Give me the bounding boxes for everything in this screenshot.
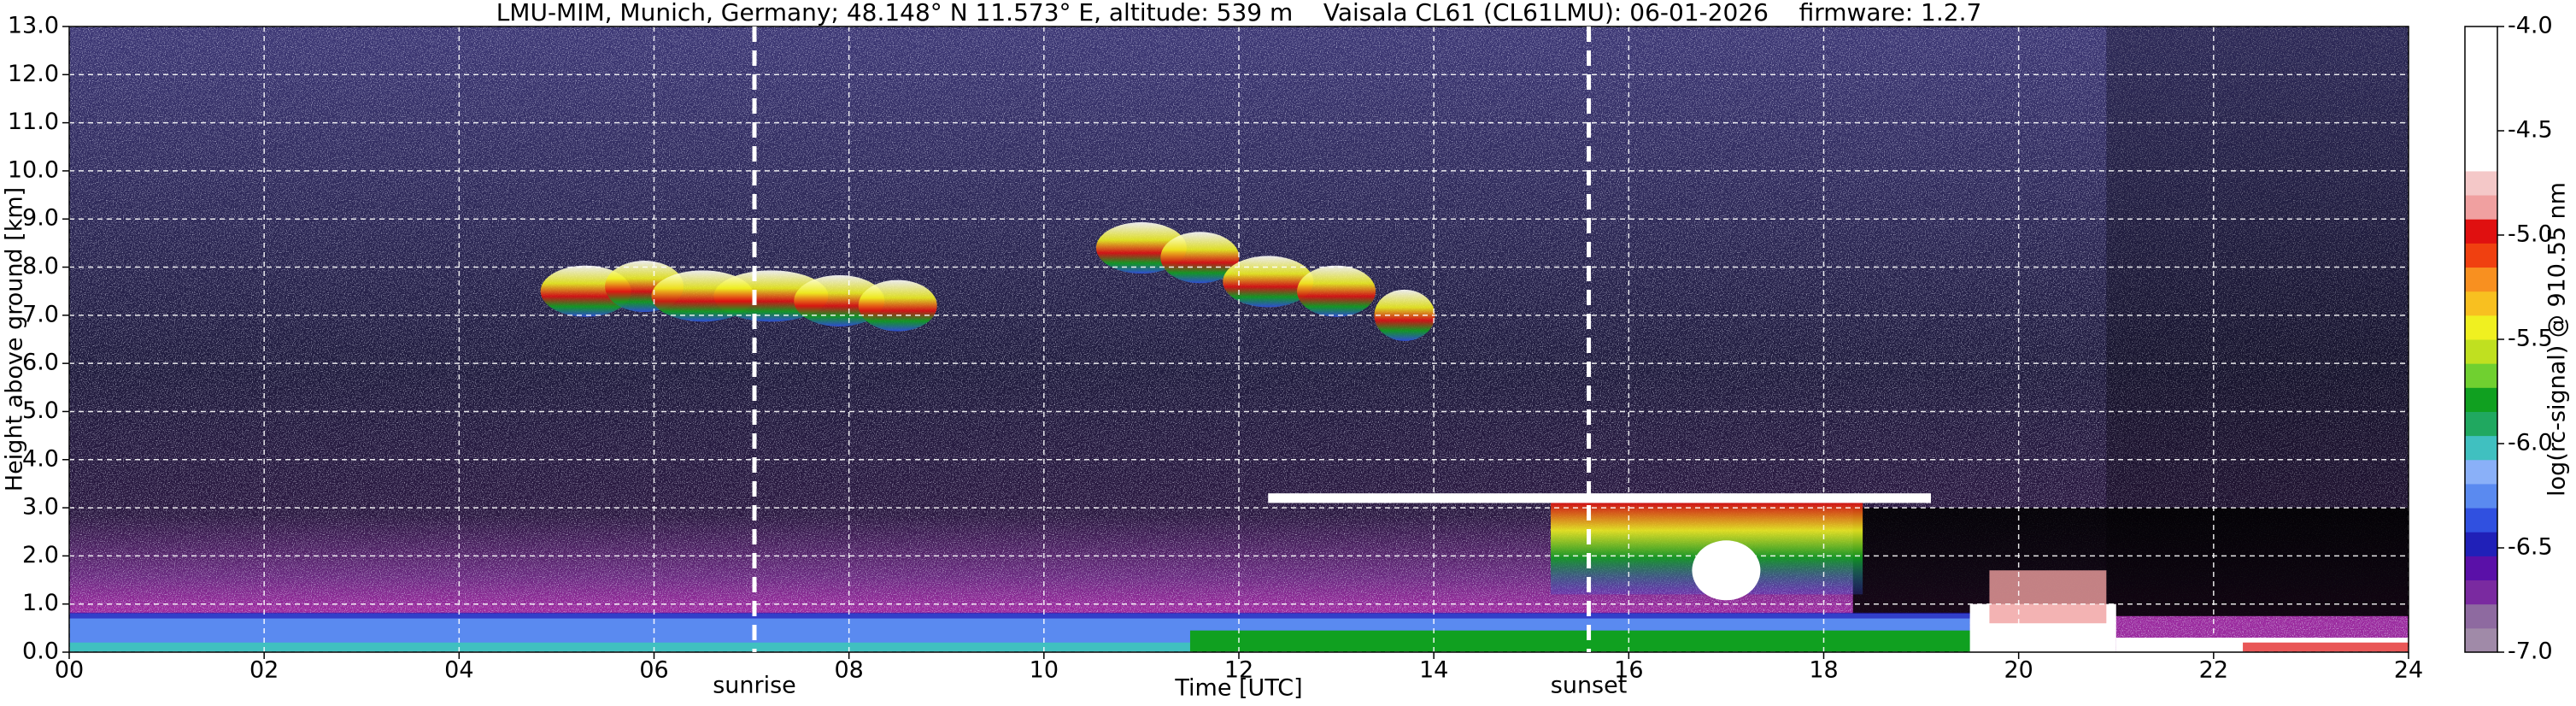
y-tick-label: 5.0: [22, 397, 59, 424]
x-tick-label: 16: [1614, 657, 1643, 684]
x-tick-label: 10: [1030, 657, 1059, 684]
cloud: [858, 279, 937, 332]
x-tick-label: 24: [2394, 657, 2423, 684]
colorbar-segment: [2465, 339, 2497, 364]
colorbar-segment: [2465, 74, 2497, 99]
x-tick-label: 00: [55, 657, 84, 684]
x-tick-label: 22: [2199, 657, 2228, 684]
colorbar-segment: [2465, 459, 2497, 485]
annotation-label: sunset: [1551, 673, 1628, 699]
colorbar-segment: [2465, 26, 2497, 51]
colorbar-segment: [2465, 243, 2497, 268]
y-tick-label: 9.0: [22, 205, 59, 232]
backscatter-field: [69, 26, 2409, 652]
y-tick-label: 4.0: [22, 445, 59, 472]
y-tick-label: 13.0: [8, 13, 59, 39]
cloud-base: [1268, 493, 1931, 503]
colorbar-tick-label: -6.5: [2508, 534, 2553, 561]
colorbar-segment: [2465, 532, 2497, 556]
y-tick-label: 2.0: [22, 542, 59, 568]
x-axis-label: Time [UTC]: [1174, 675, 1302, 702]
colorbar-tick-label: -5.5: [2508, 326, 2553, 352]
colorbar-tick-label: -4.0: [2508, 13, 2553, 39]
plot-frame: [68, 26, 2409, 653]
colorbar-segment: [2465, 315, 2497, 340]
y-tick-label: 11.0: [8, 109, 59, 135]
annotation-label: sunrise: [713, 673, 796, 699]
x-tick-label: 04: [444, 657, 473, 684]
colorbar-segment: [2465, 435, 2497, 461]
colorbar-tick-label: -7.0: [2508, 638, 2553, 665]
x-tick-label: 06: [639, 657, 668, 684]
colorbar-segment: [2465, 170, 2497, 196]
colorbar-segment: [2465, 122, 2497, 148]
x-tick-label: 18: [1809, 657, 1838, 684]
x-tick-label: 14: [1419, 657, 1448, 684]
y-tick-label: 6.0: [22, 350, 59, 376]
x-tick-label: 02: [249, 657, 279, 684]
colorbar-segment: [2465, 627, 2497, 653]
colorbar-label: log(rc-signal) @ 910.55 nm: [2544, 182, 2571, 497]
x-tick-label: 12: [1224, 657, 1253, 684]
y-tick-label: 1.0: [22, 590, 59, 616]
cloud: [1297, 265, 1376, 317]
colorbar-segment: [2465, 556, 2497, 581]
cloud: [1160, 232, 1240, 284]
surface-red: [2243, 642, 2409, 652]
colorbar-segment: [2465, 508, 2497, 532]
x-tick-label: 08: [834, 657, 863, 684]
colorbar-segment: [2465, 411, 2497, 437]
axes: 00 02 04 06 08 10 12 14 16 18 20 22 24 0.0 1.0 2.0 3.0 4.…: [8, 13, 2553, 699]
y-tick-label: 8.0: [22, 253, 59, 279]
colorbar-segment: [2465, 580, 2497, 605]
colorbar-segment: [2465, 267, 2497, 292]
colorbar-tick-label: -6.0: [2508, 430, 2553, 456]
colorbar-segment: [2465, 50, 2497, 75]
y-tick-label: 7.0: [22, 301, 59, 327]
colorbar-segment: [2465, 363, 2497, 388]
colorbar-segment: [2465, 195, 2497, 220]
dark-region: [2106, 26, 2409, 616]
y-tick-label: 3.0: [22, 494, 59, 521]
y-tick-label: 10.0: [8, 156, 59, 183]
dark-region: [1852, 508, 2409, 616]
x-tick-label: 20: [2004, 657, 2033, 684]
fog: [1989, 570, 2107, 624]
rain-core: [1692, 540, 1761, 601]
colorbar-segment: [2465, 98, 2497, 124]
y-tick-label: 0.0: [22, 638, 59, 665]
layer-top: [69, 612, 1970, 619]
colorbar-segment: [2465, 291, 2497, 316]
cloud: [1223, 256, 1314, 308]
colorbar-tick-label: -5.0: [2508, 221, 2553, 248]
colorbar-segment: [2465, 483, 2497, 509]
chart-title: LMU-MIM, Munich, Germany; 48.148° N 11.5…: [496, 0, 1982, 26]
colorbar-tick-label: -4.5: [2508, 117, 2553, 144]
colorbar-segment: [2465, 603, 2497, 629]
colorbar-segment: [2465, 387, 2497, 412]
colorbar-segment: [2465, 219, 2497, 244]
colorbar-segment: [2465, 146, 2497, 172]
surface-layer: [1189, 630, 1999, 652]
y-axis-label: Height above ground [km]: [2, 187, 28, 491]
y-tick-label: 12.0: [8, 61, 59, 87]
